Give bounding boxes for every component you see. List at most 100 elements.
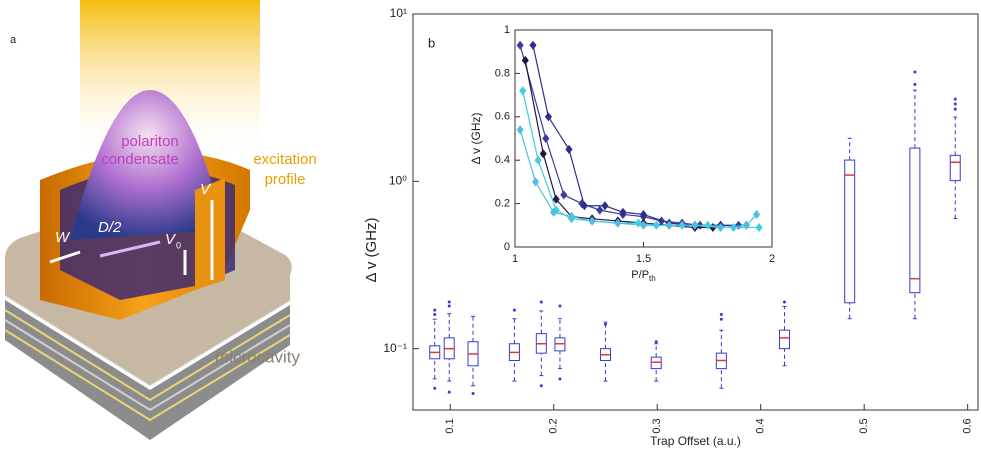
y-tick-label: 10⁻¹ xyxy=(383,341,407,355)
outlier xyxy=(512,308,516,312)
marker xyxy=(639,209,648,219)
box xyxy=(909,147,921,294)
marker xyxy=(549,207,558,217)
outlier xyxy=(953,102,957,106)
marker xyxy=(614,218,622,228)
x-tick-label: 0.1 xyxy=(444,418,456,433)
x-tick-label: 1 xyxy=(512,253,518,265)
series-line xyxy=(522,90,760,229)
x-axis-label: Trap Offset (a.u.) xyxy=(650,434,741,448)
d-label: D/2 xyxy=(98,219,122,236)
outlier xyxy=(433,386,437,390)
panel-label: b xyxy=(428,35,435,50)
outlier xyxy=(433,313,437,317)
x-tick-label: 0.4 xyxy=(755,418,767,433)
marker xyxy=(519,86,527,96)
marker xyxy=(516,125,524,135)
x-tick-label: 1.5 xyxy=(636,253,651,265)
marker xyxy=(531,177,540,187)
marker xyxy=(567,212,576,222)
y-axis-label: Δ v (GHz) xyxy=(363,217,380,282)
condensate-label: polariton xyxy=(121,133,179,150)
outlier xyxy=(603,322,607,326)
outlier xyxy=(433,308,437,312)
marker xyxy=(560,190,568,200)
cavity-label: microcavity xyxy=(215,347,301,366)
outlier xyxy=(953,107,957,111)
marker xyxy=(565,144,573,154)
panel-label: a xyxy=(10,34,17,46)
marker xyxy=(634,218,642,228)
marker xyxy=(529,40,537,50)
x-axis-label-sub: th xyxy=(649,274,656,283)
marker xyxy=(729,222,738,232)
arrow-w xyxy=(49,250,81,264)
marker xyxy=(580,201,588,211)
x-tick-label: 0.6 xyxy=(962,418,974,433)
y-tick-label: 0.8 xyxy=(495,67,510,79)
w-label: W xyxy=(55,229,71,246)
illustration: a polariton condensate excitation profil… xyxy=(4,0,317,440)
marker xyxy=(619,207,627,217)
plot-frame xyxy=(412,13,979,411)
excitation-label: excitation xyxy=(253,151,316,168)
outlier xyxy=(654,340,658,344)
series-line xyxy=(519,129,758,229)
x-tick-label: 2 xyxy=(769,253,775,265)
marker xyxy=(534,155,542,165)
marker xyxy=(588,216,596,226)
outlier xyxy=(913,70,917,74)
outlier xyxy=(447,304,451,308)
x-tick-label: 0.5 xyxy=(858,418,870,433)
marker xyxy=(601,201,609,211)
y-tick-label: 0 xyxy=(504,241,510,253)
marker xyxy=(552,194,560,204)
x-tick-label: 0.3 xyxy=(651,418,663,433)
outlier xyxy=(447,390,451,394)
y-tick-label: 1 xyxy=(504,24,510,36)
outlier xyxy=(558,304,562,308)
outlier xyxy=(471,391,475,395)
outlier xyxy=(913,82,917,86)
marker xyxy=(742,220,750,230)
outlier xyxy=(558,377,562,381)
outlier xyxy=(539,384,543,388)
excitation-label: profile xyxy=(265,171,306,188)
condensate-label: condensate xyxy=(101,151,179,168)
y-tick-label: 0.4 xyxy=(495,154,510,166)
box xyxy=(778,329,790,350)
y-tick-label: 0.2 xyxy=(495,198,510,210)
outlier xyxy=(719,313,723,317)
outlier xyxy=(447,300,451,304)
y-axis-label: Δ v (GHz) xyxy=(469,112,483,164)
outlier xyxy=(539,300,543,304)
v-label: V xyxy=(200,181,212,198)
box xyxy=(844,159,856,304)
condensate-hump xyxy=(70,90,225,240)
marker xyxy=(539,149,547,159)
marker xyxy=(717,222,725,232)
y-tick-label: 0.6 xyxy=(495,111,510,123)
marker xyxy=(704,220,712,230)
outlier xyxy=(953,97,957,101)
box xyxy=(949,154,961,182)
v0-subscript: 0 xyxy=(176,240,181,250)
x-tick-label: 0.2 xyxy=(548,418,560,433)
marker xyxy=(752,209,761,219)
marker xyxy=(755,222,763,232)
y-tick-label: 10¹ xyxy=(390,6,407,20)
marker xyxy=(542,134,550,143)
outlier xyxy=(719,317,723,321)
outlier xyxy=(782,300,786,304)
marker xyxy=(665,220,673,230)
marker xyxy=(544,112,553,122)
x-axis-label: P/Pth xyxy=(631,269,655,283)
marker xyxy=(521,55,529,65)
marker xyxy=(516,40,524,50)
y-tick-label: 10⁰ xyxy=(389,174,407,188)
marker xyxy=(691,220,699,230)
marker xyxy=(596,205,604,215)
arrow-d xyxy=(99,240,161,258)
marker xyxy=(709,222,717,232)
